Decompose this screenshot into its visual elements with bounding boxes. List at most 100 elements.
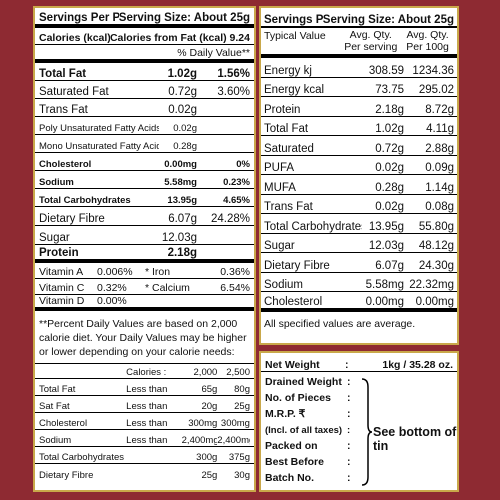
packaging-field-label: M.R.P. ₹ — [265, 408, 306, 420]
ref-row: Total Carbohydrates 300g 375g — [35, 447, 254, 464]
right-per-100g: 0.00mg — [415, 295, 454, 308]
packaging-info-panel: Net Weight : 1kg / 35.28 oz. Drained Wei… — [259, 351, 459, 492]
nutrition-facts-panel: Servings Per Pack 20 Serving Size: About… — [33, 6, 256, 492]
net-weight-label: Net Weight — [265, 359, 320, 371]
packaging-field-label: Drained Weight — [265, 376, 342, 388]
nutrient-name: Mono Unsaturated Fatty Acids — [39, 141, 159, 152]
ref-2000-value: 20g — [201, 401, 218, 412]
packaging-field: M.R.P. ₹: — [265, 406, 453, 422]
nutrient-amount: 0.02g — [173, 123, 197, 134]
nutrient-name: Poly Unsaturated Fatty Acids — [39, 123, 159, 134]
nutrient-row: Sodium 5.58mg 0.23% — [35, 171, 254, 189]
nutrient-amount: 12.03g — [161, 232, 197, 244]
nutrient-amount: 0.28g — [173, 141, 197, 152]
nutrient-row: Trans Fat 0.02g — [35, 99, 254, 117]
ref-2500: 2,500 — [226, 367, 250, 378]
right-nutrient-name: Protein — [264, 103, 301, 116]
nutrient-row: Saturated Fat 0.72g 3.60% — [35, 81, 254, 99]
right-nutrient-row: Sodium 5.58mg 22.32mg — [261, 273, 457, 292]
nutrient-name: Protein — [39, 247, 79, 259]
vitamin-name: Vitamin C — [39, 282, 85, 294]
servings-header: Servings Per Pack 20 Serving Size: About… — [35, 8, 254, 28]
right-nutrient-name: Energy kcal — [264, 84, 325, 96]
right-nutrient-list: Energy kj 308.59 1234.36 Energy kcal 73.75 29… — [261, 58, 457, 312]
nutrient-amount: 0.02g — [168, 104, 197, 116]
nutrient-amount: 0.72g — [168, 86, 197, 98]
average-note: All specified values are average. — [261, 312, 457, 330]
nutrient-amount: 1.02g — [167, 68, 197, 80]
right-nutrient-name: PUFA — [264, 162, 295, 174]
ref-2000-value: 300g — [196, 452, 218, 463]
serving-size: Serving Size: About 25g — [118, 12, 250, 24]
right-per-serving: 1.02g — [375, 123, 404, 135]
nutrient-dv: 3.60% — [217, 86, 250, 98]
right-nutrient-name: Sodium — [264, 279, 303, 291]
nutrient-amount: 5.58mg — [164, 177, 197, 188]
right-nutrient-row: Dietary Fibre 6.07g 24.30g — [261, 253, 457, 273]
nutrient-dv: 0% — [236, 159, 250, 170]
right-nutrient-row: Total Fat 1.02g 4.11g — [261, 117, 457, 136]
ref-2500-value: 25g — [234, 401, 250, 412]
vitamin-row: Vitamin A 0.006% * Iron 0.36% — [35, 263, 254, 279]
right-nutrient-row: MUFA 0.28g 1.14g — [261, 175, 457, 195]
right-nutrient-name: Cholesterol — [264, 295, 323, 308]
right-nutrient-row: Saturated 0.72g 2.88g — [261, 136, 457, 156]
right-nutrient-name: Sugar — [264, 240, 295, 252]
right-per-100g: 48.12g — [418, 240, 454, 252]
vitamin-row: Vitamin D 0.00% — [35, 295, 254, 311]
right-nutrient-name: MUFA — [264, 181, 296, 194]
right-nutrient-row: Cholesterol 0.00mg 0.00mg — [261, 292, 457, 312]
nutrient-dv: 24.28% — [210, 213, 250, 225]
nutrition-information-panel: Servings Per Pack 20 Serving Size: About… — [259, 6, 459, 345]
right-nutrient-name: Dietary Fibre — [264, 259, 330, 272]
ref-2000: 2,000 — [193, 367, 218, 378]
vitamin-row: Vitamin C 0.32% * Calcium 6.54% — [35, 279, 254, 295]
ref-name: Total Fat — [39, 384, 76, 395]
right-per-serving: 0.72g — [375, 142, 404, 155]
right-per-100g: 24.30g — [418, 259, 454, 272]
right-servings-header: Servings Per Pack 20 Serving Size: About… — [261, 8, 457, 28]
ref-header: Calories : 2,000 2,500 — [35, 364, 254, 379]
right-per-serving: 13.95g — [368, 220, 404, 233]
right-per-100g: 1.14g — [425, 181, 454, 194]
net-weight-colon: : — [345, 359, 349, 371]
nutrient-name: Saturated Fat — [39, 86, 109, 98]
nutrient-amount: 0.00mg — [164, 159, 197, 170]
right-per-serving: 0.02g — [375, 162, 404, 174]
packaging-fields: Drained Weight: No. of Pieces: M.R.P. ₹: (I… — [261, 372, 457, 486]
right-nutrient-row: Total Carbohydrates 13.95g 55.80g — [261, 214, 457, 234]
right-per-100g: 1234.36 — [412, 64, 454, 77]
net-weight-row: Net Weight : 1kg / 35.28 oz. — [261, 353, 457, 372]
daily-value-footnote: **Percent Daily Values are based on 2,00… — [35, 311, 254, 364]
nutrient-dv: 0.23% — [223, 177, 250, 188]
ref-row: Total Fat Less than 65g 80g — [35, 379, 254, 396]
ref-name: Sodium — [39, 435, 72, 446]
right-per-100g: 22.32mg — [409, 279, 454, 291]
nutrient-row: Cholesterol 0.00mg 0% — [35, 153, 254, 171]
packaging-field-colon: : — [347, 440, 351, 452]
ref-2000-value: 65g — [201, 384, 218, 395]
nutrient-name: Dietary Fibre — [39, 213, 105, 225]
right-per-serving: 5.58mg — [365, 279, 404, 291]
ref-row: Sat Fat Less than 20g 25g — [35, 396, 254, 413]
right-per-100g: 0.09g — [425, 162, 454, 174]
typical-value-header: Typical Value — [264, 30, 326, 42]
nutrient-list: Total Fat 1.02g 1.56% Saturated Fat 0.72g 3.6… — [35, 63, 254, 263]
right-per-100g: 8.72g — [425, 103, 454, 116]
nutrient-name: Total Carbohydrates — [39, 195, 131, 206]
right-servings-per-pack: Servings Per Pack 20 — [264, 14, 323, 26]
right-nutrient-row: PUFA 0.02g 0.09g — [261, 156, 457, 175]
right-per-serving: 0.00mg — [365, 295, 404, 308]
packaging-field-colon: : — [347, 408, 351, 420]
right-serving-size: Serving Size: About 25g — [322, 14, 454, 26]
right-nutrient-name: Energy kj — [264, 64, 312, 77]
daily-value-label: % Daily Value** — [177, 47, 250, 59]
ref-2000-value: 300mg — [188, 418, 218, 429]
nutrient-dv: 4.65% — [223, 195, 250, 206]
per-100g-header: Avg. Qty. Per 100g — [406, 29, 449, 53]
right-column-header: Typical Value Avg. Qty. Per serving Avg.… — [261, 28, 457, 58]
packaging-field: Batch No.: — [265, 470, 453, 486]
see-bottom-of-tin: See bottom of tin — [373, 425, 457, 453]
packaging-field-colon: : — [347, 376, 351, 388]
